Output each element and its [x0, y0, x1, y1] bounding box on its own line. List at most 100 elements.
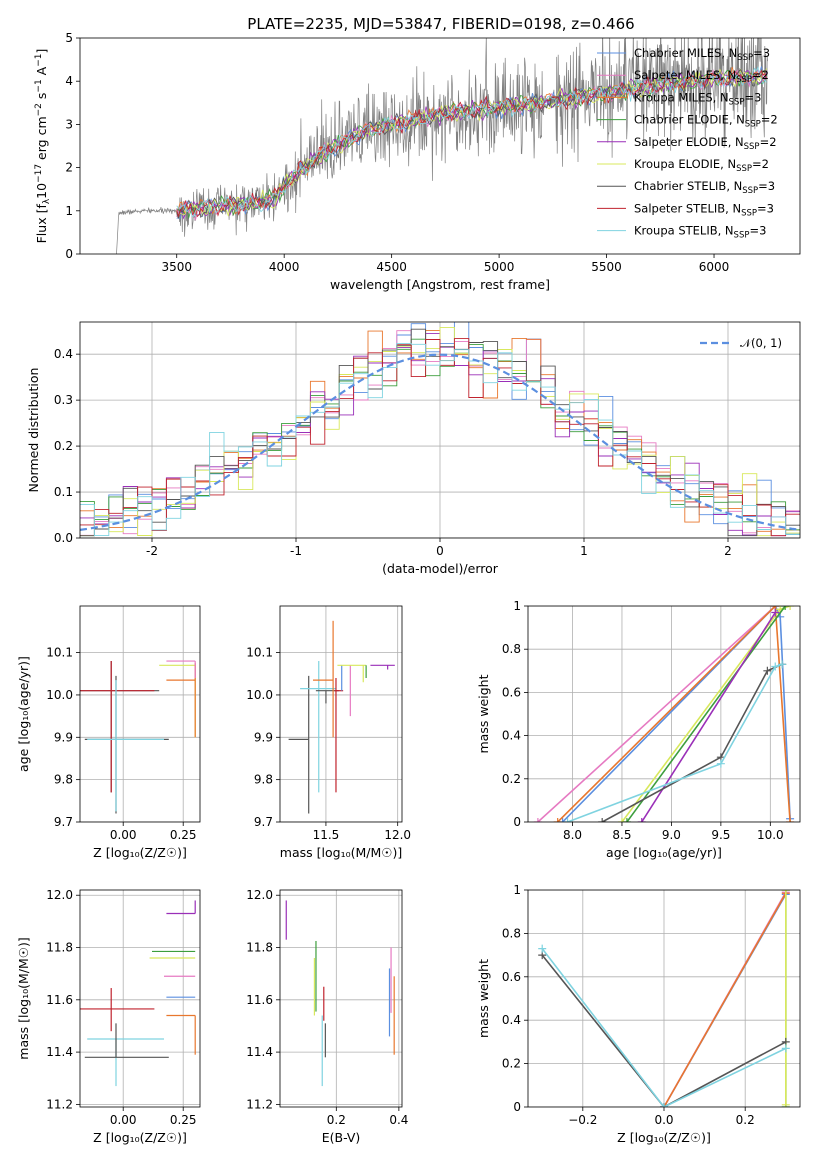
x-tick-label: 2	[724, 544, 732, 558]
y-tick-label: 0	[65, 247, 73, 261]
y-tick-label: 3	[65, 117, 73, 131]
legend-entry: Kroupa MILES, NSSP=3	[634, 90, 761, 107]
y-tick-label: 9.9	[254, 730, 273, 744]
x-axis-label: mass [log₁₀(M/M☉)]	[280, 845, 402, 860]
weight-marker	[781, 1100, 790, 1107]
x-tick-label: 0.00	[110, 828, 137, 842]
y-tick-label: 5	[65, 31, 73, 45]
x-tick-label: 0.00	[110, 1113, 137, 1127]
legend: Chabrier MILES, NSSP=3 Salpeter MILES, NS…	[597, 46, 778, 241]
legend-entry: Salpeter MILES, NSSP=2	[634, 68, 769, 85]
y-tick-label: 0.2	[502, 1057, 521, 1071]
plot-area-spectrum	[116, 38, 768, 254]
panel-mass_vs_Z: 0.00 0.25 11.2 11.4 11.6 11.8 12.0 Z [log₁₀(Z/Z…	[16, 888, 201, 1145]
histogram-kroupa_stelib	[80, 343, 800, 537]
x-tick-label: 4000	[269, 260, 300, 274]
gaussian-curve	[80, 353, 800, 531]
weight-marker	[778, 660, 787, 669]
y-tick-label: 9.7	[254, 815, 273, 829]
x-tick-label: 12.0	[384, 828, 411, 842]
weight-marker	[660, 1103, 668, 1107]
x-axis-label: (data-model)/error	[382, 561, 499, 576]
plot-area-mass_vs_ebv	[280, 890, 402, 1107]
legend-entry: Chabrier STELIB, NSSP=3	[634, 179, 775, 196]
x-tick-label: 0.0	[654, 1113, 673, 1127]
weight-line-chabrier_stelib	[541, 954, 787, 1107]
plot-area-weight_vs_Z	[528, 890, 800, 1107]
weight-marker	[598, 818, 607, 822]
weight-marker	[637, 818, 646, 822]
x-tick-label: 6000	[699, 260, 730, 274]
y-axis-label: age [log₁₀(age/yr)]	[16, 656, 31, 772]
plot-area-age_vs_Z	[80, 606, 200, 822]
weight-marker	[763, 666, 772, 675]
x-tick-label: -1	[290, 544, 302, 558]
weight-marker	[563, 818, 572, 822]
panel-residuals: -2 -1 0 1 2 0.0 0.1 0.2 0.3 0.4 𝒩(0, 1) (data-model…	[26, 321, 801, 576]
y-tick-label: 11.6	[246, 993, 273, 1007]
panel-mass_vs_ebv: 0.2 0.4 11.2 11.4 11.6 11.8 12.0 E(B-V)	[246, 888, 408, 1145]
weight-marker	[781, 606, 790, 610]
model-line-salpeter_stelib	[176, 69, 767, 218]
axes-frame	[79, 889, 201, 1108]
legend-entry: Chabrier ELODIE, NSSP=2	[634, 113, 778, 130]
y-tick-label: 11.2	[46, 1097, 73, 1111]
y-tick-label: 11.4	[46, 1045, 73, 1059]
y-tick-label: 4	[65, 74, 73, 88]
x-tick-label: 0.2	[736, 1113, 755, 1127]
y-axis-label: mass [log₁₀(M/M☉)]	[16, 937, 31, 1059]
weight-marker	[786, 606, 795, 610]
x-tick-label: 0.2	[327, 1113, 346, 1127]
legend-entry: Kroupa ELODIE, NSSP=2	[634, 157, 769, 174]
x-tick-label: 11.5	[313, 828, 340, 842]
axes-frame	[279, 605, 403, 823]
y-tick-label: 0.4	[54, 347, 73, 361]
y-tick-label: 9.9	[54, 730, 73, 744]
model-line-kroupa_stelib	[176, 66, 767, 217]
weight-line-chabrier_elodie	[626, 606, 786, 822]
weight-marker	[533, 818, 542, 822]
y-tick-label: 0.0	[54, 531, 73, 545]
legend-entry: Salpeter STELIB, NSSP=3	[634, 201, 774, 218]
x-axis-label: wavelength [Angstrom, rest frame]	[330, 277, 550, 292]
y-axis-label: mass weight	[476, 674, 491, 753]
weight-line-salpeter_elodie	[641, 612, 776, 822]
x-tick-label: 5000	[484, 260, 515, 274]
x-tick-label: 0.4	[389, 1113, 408, 1127]
legend-entry: Kroupa STELIB, NSSP=3	[634, 224, 766, 241]
y-tick-label: 0.4	[502, 1013, 521, 1027]
weight-marker	[781, 890, 790, 894]
axes-frame	[279, 889, 403, 1108]
x-tick-label: 0.25	[170, 1113, 197, 1127]
x-axis-label: E(B-V)	[322, 1130, 361, 1145]
weight-line-kroupa_stelib	[567, 663, 783, 822]
x-tick-label: 3500	[161, 260, 192, 274]
legend-entry: Salpeter ELODIE, NSSP=2	[634, 135, 777, 152]
plot-area-weight_vs_age	[528, 606, 800, 822]
x-tick-label: 9.5	[711, 828, 730, 842]
y-tick-label: 1	[65, 204, 73, 218]
y-tick-label: 0.6	[502, 685, 521, 699]
y-tick-label: 9.8	[54, 773, 73, 787]
y-tick-label: 0.1	[54, 485, 73, 499]
x-tick-label: −0.2	[568, 1113, 597, 1127]
weight-marker	[786, 818, 795, 822]
histogram-chabrier_elodie	[80, 338, 800, 531]
y-tick-label: 11.6	[46, 993, 73, 1007]
x-tick-label: 9.0	[662, 828, 681, 842]
y-tick-label: 0.8	[502, 642, 521, 656]
weight-marker	[538, 944, 547, 953]
y-tick-label: 11.2	[246, 1097, 273, 1111]
panel-age_vs_Z: 0.00 0.25 9.7 9.8 9.9 10.0 10.1 Z [log₁₀(Z/Z☉)]…	[16, 605, 201, 860]
y-tick-label: 9.7	[54, 815, 73, 829]
x-axis-label: Z [log₁₀(Z/Z☉)]	[93, 845, 187, 860]
legend-entry: Chabrier MILES, NSSP=3	[634, 46, 770, 63]
y-tick-label: 11.8	[246, 941, 273, 955]
weight-marker	[771, 662, 780, 671]
y-axis-label: mass weight	[476, 959, 491, 1038]
panel-age_vs_mass: 11.5 12.0 9.7 9.8 9.9 10.0 10.1 mass [log₁₀(M/M…	[246, 605, 411, 860]
x-tick-label: 10.0	[757, 828, 784, 842]
x-axis-label: Z [log₁₀(Z/Z☉)]	[93, 1130, 187, 1145]
y-tick-label: 0.6	[502, 970, 521, 984]
